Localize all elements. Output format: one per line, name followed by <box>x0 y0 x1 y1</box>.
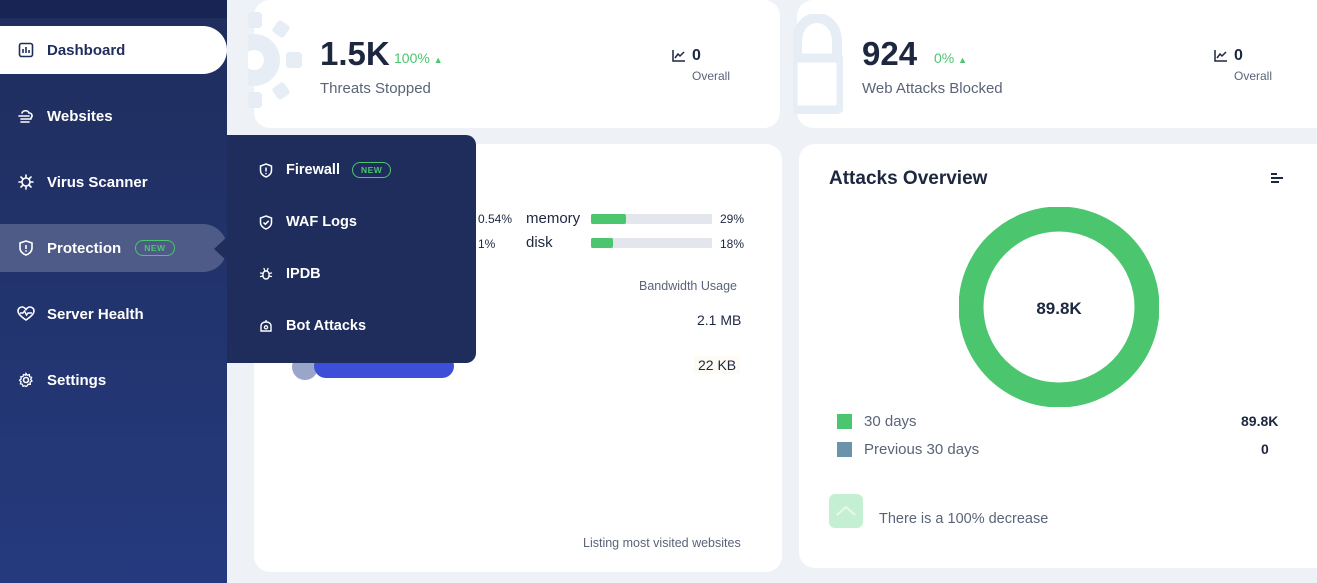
attacks-donut-chart: 89.8K <box>959 207 1159 407</box>
sidebar-item-label: Dashboard <box>47 41 126 59</box>
legend-label-previous-30-days: Previous 30 days <box>864 441 980 458</box>
memory-bar-fill <box>591 214 627 224</box>
heart-pulse-icon <box>17 305 35 323</box>
flyout-item-label: Firewall <box>286 162 340 178</box>
legend-label-30-days: 30 days <box>864 413 917 430</box>
shield-icon <box>258 162 274 178</box>
flyout-item-ipdb[interactable]: IPDB <box>258 266 321 282</box>
disk-percent: 18% <box>720 237 745 251</box>
threats-change-text: 100% <box>394 50 430 66</box>
flyout-item-firewall[interactable]: Firewall NEW <box>258 162 392 178</box>
lock-watermark-icon <box>788 12 846 119</box>
shield-check-icon <box>258 214 274 230</box>
attacks-overview-card: Attacks Overview 89.8K 30 days 89.8K Pre… <box>799 144 1317 568</box>
sidebar-top-strip <box>0 0 227 18</box>
sidebar-item-server-health[interactable]: Server Health <box>0 290 227 338</box>
web-attacks-change: 0% ▲ <box>934 50 967 66</box>
sidebar-item-dashboard[interactable]: Dashboard <box>0 26 227 74</box>
web-attacks-card: 924 0% ▲ Web Attacks Blocked 0 Overall <box>788 0 1317 128</box>
new-badge: NEW <box>352 162 392 178</box>
new-badge: NEW <box>135 240 175 256</box>
trend-indicator-icon <box>829 494 863 528</box>
web-attacks-overall-value: 0 <box>1234 47 1243 64</box>
attacks-overview-title: Attacks Overview <box>829 168 988 189</box>
flyout-pointer <box>214 237 227 261</box>
trend-chart-icon <box>1214 49 1228 67</box>
memory-label: memory <box>526 210 581 227</box>
sidebar-item-websites[interactable]: Websites <box>0 92 227 140</box>
protection-flyout-menu: Firewall NEW WAF Logs IPDB Bot Attacks <box>214 135 476 363</box>
memory-bar <box>591 214 712 224</box>
legend-swatch-previous-30-days <box>837 442 852 457</box>
flyout-item-label: Bot Attacks <box>286 318 367 334</box>
sidebar-item-label: Websites <box>47 107 113 125</box>
memory-percent: 29% <box>720 212 745 226</box>
legend-value-30-days: 89.8K <box>1241 413 1279 429</box>
flyout-item-label: IPDB <box>286 266 321 282</box>
legend-value-previous-30-days: 0 <box>1261 441 1269 457</box>
virus-watermark-icon <box>228 8 308 117</box>
sidebar-item-label: Settings <box>47 371 107 389</box>
bug-icon <box>258 266 274 282</box>
web-attacks-overall-label: Overall <box>1234 69 1273 83</box>
threats-change: 100% ▲ <box>394 50 443 66</box>
bandwidth-header: Bandwidth Usage <box>639 279 737 293</box>
sidebar-item-label: Server Health <box>47 305 144 323</box>
chart-box-icon <box>17 41 35 59</box>
disk-bar <box>591 238 712 248</box>
gear-icon <box>17 371 35 389</box>
trend-chart-icon <box>672 49 686 67</box>
sidebar-item-settings[interactable]: Settings <box>0 356 227 404</box>
website-row-bandwidth: 22 KB <box>694 356 741 374</box>
disk-bar-fill <box>591 238 613 248</box>
virus-icon <box>17 173 35 191</box>
threats-overall-label: Overall <box>692 69 731 83</box>
threats-stopped-card: 1.5K 100% ▲ Threats Stopped 0 Overall <box>228 0 780 128</box>
cloud-icon <box>17 107 35 125</box>
sidebar-item-label: Protection <box>47 239 122 257</box>
flyout-item-bot-attacks[interactable]: Bot Attacks <box>258 318 366 334</box>
shield-icon <box>17 239 35 257</box>
web-attacks-value: 924 <box>862 35 918 72</box>
sidebar-item-virus-scanner[interactable]: Virus Scanner <box>0 158 227 206</box>
donut-center-value: 89.8K <box>1036 299 1082 318</box>
load-percent: 1% <box>478 237 496 251</box>
web-attacks-change-text: 0% <box>934 50 955 66</box>
threats-stopped-value: 1.5K <box>320 35 390 72</box>
threats-stopped-label: Threats Stopped <box>320 80 431 97</box>
flyout-item-label: WAF Logs <box>286 214 357 230</box>
sidebar: Dashboard Websites Virus Scanner Protect… <box>0 0 227 583</box>
legend-swatch-30-days <box>837 414 852 429</box>
threats-overall-value: 0 <box>692 47 701 64</box>
up-arrow-icon: ▲ <box>433 55 443 65</box>
up-arrow-icon: ▲ <box>958 55 968 65</box>
sidebar-item-protection[interactable]: Protection NEW <box>0 224 227 272</box>
sort-menu-icon[interactable] <box>1270 171 1284 190</box>
web-attacks-label: Web Attacks Blocked <box>862 80 1003 97</box>
robot-icon <box>258 318 274 334</box>
cpu-percent: 0.54% <box>478 212 513 226</box>
websites-footer: Listing most visited websites <box>583 536 741 550</box>
disk-label: disk <box>526 234 553 251</box>
website-row-bandwidth: 2.1 MB <box>697 312 742 328</box>
donut-ring-30-days <box>959 207 1159 407</box>
sidebar-item-label: Virus Scanner <box>47 173 148 191</box>
flyout-item-waf-logs[interactable]: WAF Logs <box>258 214 357 230</box>
trend-text: There is a 100% decrease <box>879 511 1049 527</box>
